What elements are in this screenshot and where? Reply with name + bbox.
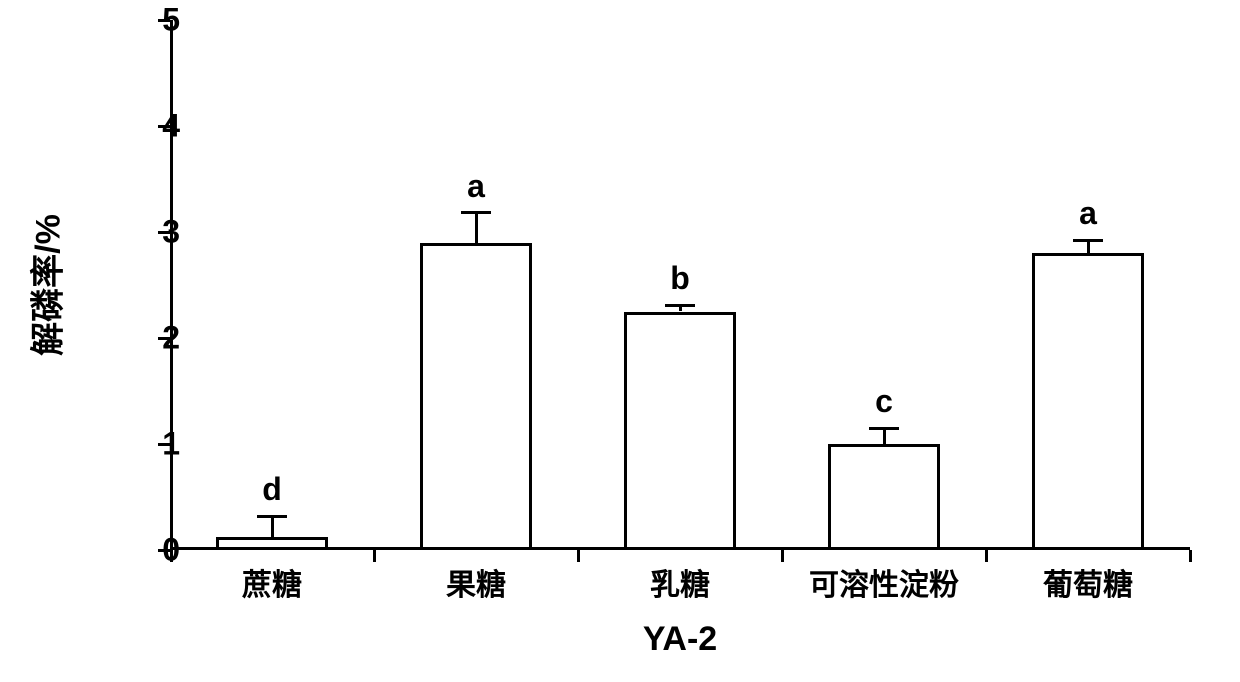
y-tick-label: 2 — [130, 320, 180, 357]
error-bar-cap — [461, 211, 491, 214]
x-category-label: 果糖 — [446, 560, 506, 604]
chart-container: 解磷率/% YA-2 d a b c a 0 1 2 3 4 5 蔗糖 果糖 乳糖 可溶性淀粉 葡萄糖 — [0, 0, 1240, 682]
y-tick-label: 0 — [130, 532, 180, 569]
bar — [624, 312, 736, 551]
x-tick — [577, 550, 580, 562]
error-bar-cap — [1073, 239, 1103, 242]
bar — [1032, 253, 1144, 550]
significance-label: d — [262, 471, 282, 508]
bar — [420, 243, 532, 550]
error-bar — [271, 516, 274, 537]
y-axis-line — [170, 20, 173, 550]
significance-label: c — [875, 383, 893, 420]
y-tick-label: 5 — [130, 2, 180, 39]
error-bar-cap — [869, 427, 899, 430]
x-category-label: 乳糖 — [650, 560, 710, 604]
x-tick — [781, 550, 784, 562]
x-category-label: 蔗糖 — [242, 560, 302, 604]
significance-label: b — [670, 260, 690, 297]
x-category-label: 可溶性淀粉 — [809, 560, 959, 604]
y-tick-label: 4 — [130, 108, 180, 145]
error-bar-cap — [665, 304, 695, 307]
error-bar — [883, 428, 886, 444]
x-tick — [985, 550, 988, 562]
bar — [828, 444, 940, 550]
plot-area: d a b c a — [170, 20, 1190, 550]
significance-label: a — [1079, 195, 1097, 232]
error-bar — [475, 213, 478, 243]
x-tick — [1189, 550, 1192, 562]
y-tick-label: 3 — [130, 214, 180, 251]
error-bar-cap — [257, 515, 287, 518]
significance-label: a — [467, 168, 485, 205]
x-axis-title: YA-2 — [643, 620, 717, 659]
bar — [216, 537, 328, 550]
x-category-label: 葡萄糖 — [1043, 560, 1133, 604]
y-tick-label: 1 — [130, 426, 180, 463]
x-tick — [373, 550, 376, 562]
error-bar — [1087, 240, 1090, 253]
y-axis-title: 解磷率/% — [21, 214, 70, 356]
